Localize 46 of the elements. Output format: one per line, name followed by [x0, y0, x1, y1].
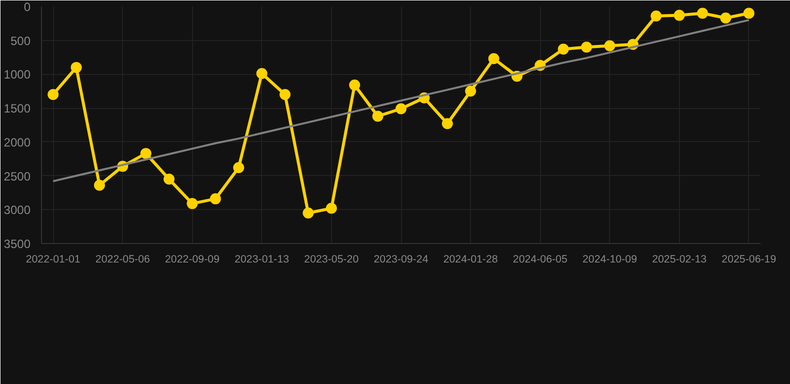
x-tick-label: 2025-02-13: [652, 254, 707, 266]
point: [465, 86, 476, 97]
point: [372, 110, 384, 122]
x-tick-label: 2024-10-09: [582, 254, 638, 266]
point: [488, 53, 500, 64]
x-tick-label: 2023-05-20: [304, 254, 359, 266]
line-series: [52, 19, 750, 182]
y-tick-label: 2000: [4, 135, 31, 150]
point: [256, 68, 268, 80]
y-tick-label: 500: [10, 34, 31, 48]
point: [210, 193, 221, 204]
point: [164, 174, 175, 185]
x-tick-label: 2022-01-01: [26, 254, 80, 266]
y-tick-label: 2500: [4, 169, 31, 184]
x-tick-label: 2023-09-24: [374, 254, 428, 266]
x-tick-label: 2024-01-28: [443, 254, 498, 266]
x-tick-label: 2023-01-13: [234, 254, 290, 266]
point: [697, 8, 708, 19]
point: [326, 202, 337, 214]
point: [48, 89, 59, 100]
x-tick-label: 2024-06-05: [512, 254, 568, 266]
point: [280, 89, 291, 100]
point: [581, 42, 592, 53]
y-tick-label: 1000: [4, 68, 31, 82]
point: [349, 80, 360, 91]
y-tick-label: 1500: [4, 102, 31, 116]
point: [233, 162, 244, 174]
point: [302, 208, 314, 219]
point: [674, 10, 685, 21]
y-tick-label: 0: [24, 0, 31, 14]
y-tick-label: 3500: [4, 237, 31, 251]
point: [70, 62, 82, 73]
point: [140, 148, 152, 159]
point: [650, 10, 662, 22]
x-tick-label: 2022-05-06: [95, 254, 150, 266]
point: [720, 12, 732, 24]
y-tick-label: 3000: [4, 203, 31, 218]
point: [442, 118, 453, 130]
point: [94, 180, 105, 191]
point: [186, 198, 198, 210]
x-tick-label: 2025-06-19: [722, 254, 776, 266]
x-tick-label: 2022-09-09: [165, 254, 220, 266]
point: [743, 8, 754, 19]
point: [396, 103, 406, 114]
point: [558, 44, 569, 55]
point: [604, 40, 616, 52]
